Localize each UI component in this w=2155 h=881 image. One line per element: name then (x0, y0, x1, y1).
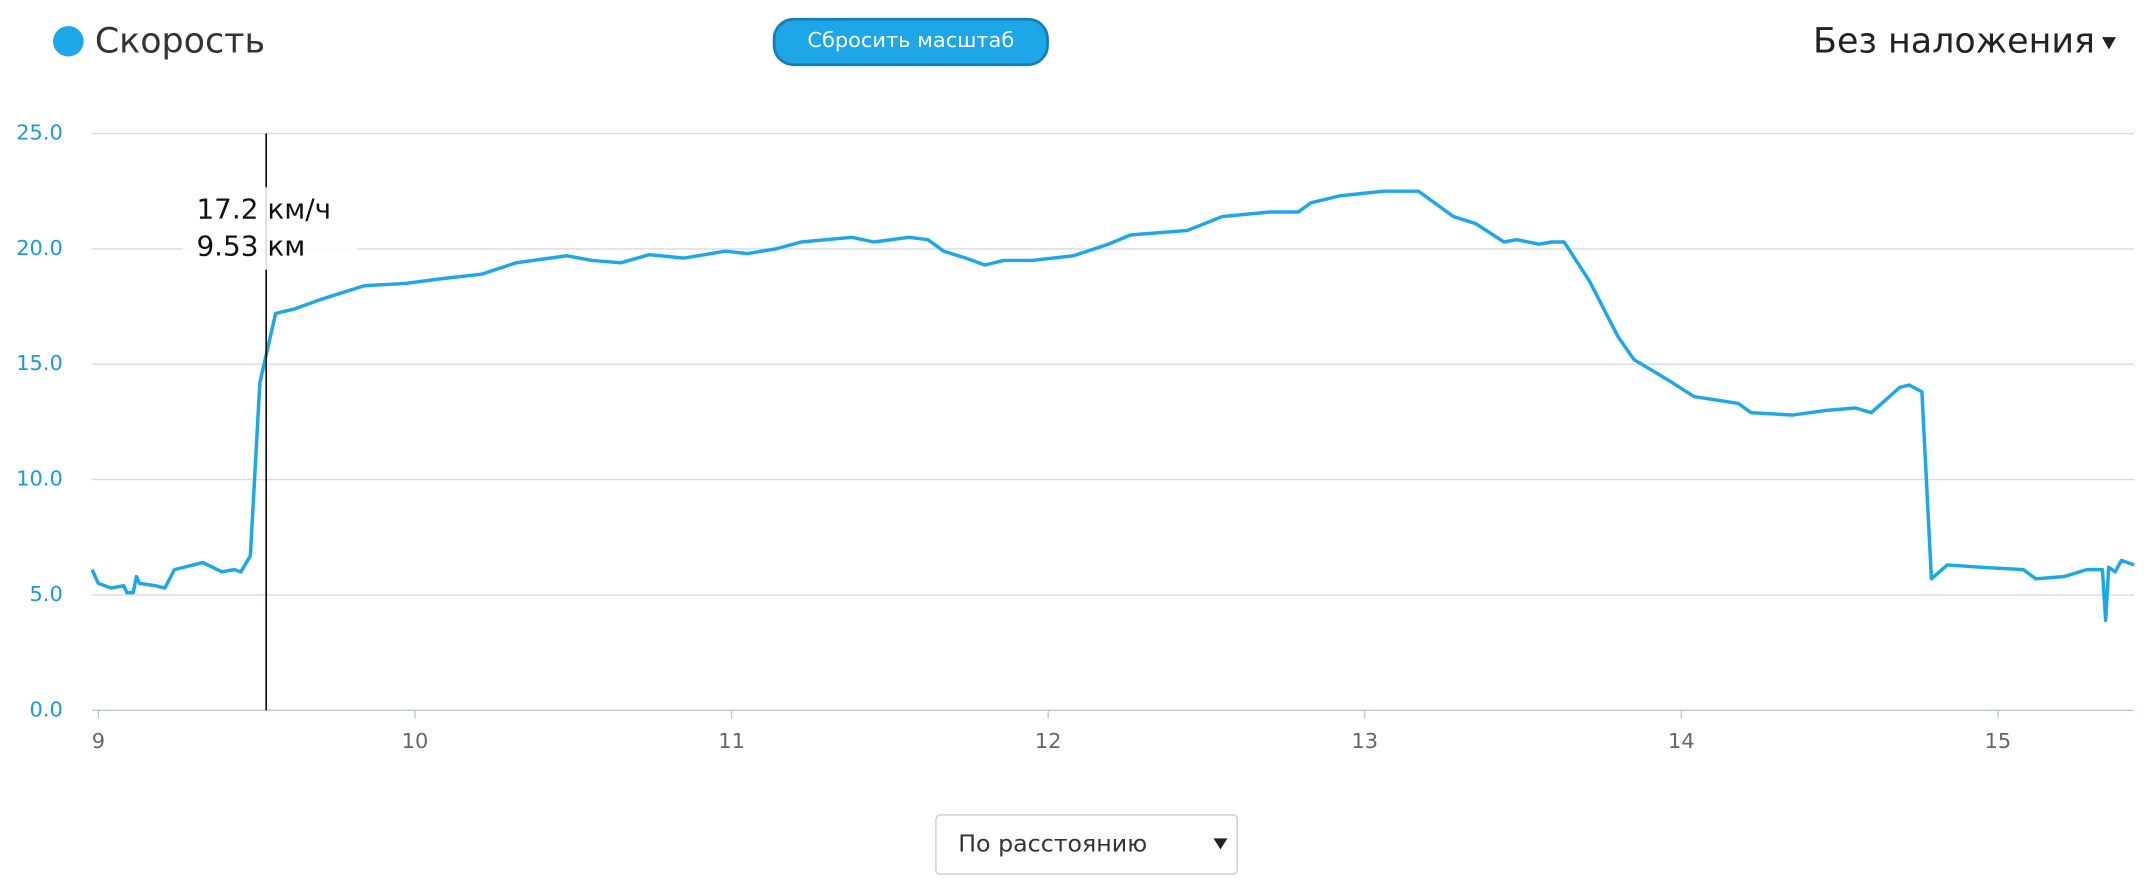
axis-mode-select[interactable]: По расстоянию (935, 814, 1238, 875)
select-arrow (1213, 838, 1228, 850)
y-tick-label: 15.0 (16, 351, 63, 375)
x-tick-label: 13 (1351, 729, 1378, 753)
button-label: Сбросить масштаб (807, 28, 1014, 52)
line-series (90, 189, 2135, 622)
x-tick-label: 14 (1668, 729, 1695, 753)
x-tick-label: 12 (1035, 729, 1062, 753)
select-bg (935, 814, 1238, 875)
y-tick-label: 20.0 (16, 236, 63, 260)
dropdown-label: Без наложения (1813, 22, 2095, 62)
y-tick-label: 5.0 (30, 582, 63, 606)
reset-zoom-button[interactable]: Сбросить масштаб (772, 17, 1049, 67)
select-label: По расстоянию (958, 830, 1147, 858)
overlay-dropdown[interactable]: Без наложения (1813, 22, 2116, 62)
plot: 0.0 5.0 10.0 15.0 20.0 25.0 9 10 11 12 13 14 15 17.2 … (16, 121, 2135, 753)
tooltip-value: 17.2 км/ч (196, 193, 331, 226)
y-tick-label: 10.0 (16, 467, 63, 491)
dropdown-arrow (2101, 37, 2116, 50)
button-bg (772, 17, 1049, 67)
legend[interactable]: Скорость (53, 22, 265, 62)
legend-dot (53, 26, 84, 57)
x-tick-label: 15 (1985, 729, 2012, 753)
x-tick-label: 11 (718, 729, 745, 753)
legend-label: Скорость (95, 22, 265, 62)
tooltip-distance: 9.53 км (196, 230, 305, 263)
tooltip-bg (182, 187, 357, 270)
y-tick-label: 0.0 (30, 697, 63, 721)
y-tick-label: 25.0 (16, 121, 63, 145)
x-tick-label: 9 (92, 729, 105, 753)
x-tick-label: 10 (402, 729, 429, 753)
